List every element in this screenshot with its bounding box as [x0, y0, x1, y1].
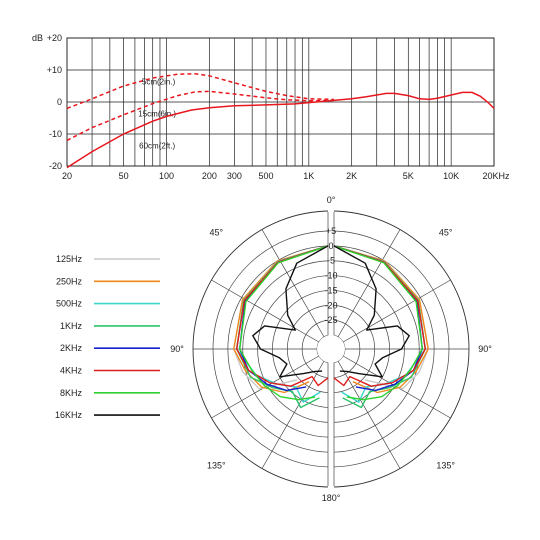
freq-y-tick-label: 0 — [57, 97, 62, 107]
freq-x-tick-label: 1K — [303, 171, 314, 181]
freq-x-tick-label: 20 — [62, 171, 72, 181]
polar-series-curve-left — [252, 245, 329, 378]
freq-grid — [66, 37, 495, 167]
polar-angle-label: 90° — [478, 344, 492, 354]
legend-label: 2KHz — [60, 343, 83, 353]
polar-radial-label: +5 — [326, 226, 336, 236]
freq-y-tick-label: -20 — [49, 161, 62, 171]
freq-series-label: 15cm(6in.) — [138, 109, 176, 118]
polar-spoke — [211, 279, 320, 343]
polar-legend: 125Hz 250Hz 500Hz 1KHz 2KHz 4KHz 8KHz 16KHz — [55, 254, 160, 420]
polar-spoke — [337, 360, 401, 469]
polar-radial-label: 0 — [328, 241, 333, 251]
freq-y-tick-label: +20 — [47, 33, 62, 43]
polar-series-curve-right — [333, 245, 429, 394]
polar-angle-label: 135° — [436, 461, 455, 471]
legend-label: 16KHz — [55, 410, 83, 420]
freq-x-tick-label: 500 — [258, 171, 273, 181]
polar-spoke — [261, 229, 325, 338]
polar-hub — [317, 335, 345, 363]
freq-series-label: 60cm(2ft.) — [139, 141, 175, 150]
polar-angle-label: 0° — [327, 195, 336, 205]
legend-label: 4KHz — [60, 366, 83, 376]
polar-grid — [192, 209, 470, 489]
freq-series-line — [66, 91, 495, 169]
polar-radial-label: -10 — [324, 271, 337, 281]
polar-spoke — [342, 279, 451, 343]
polar-series-curve-right — [333, 245, 426, 387]
freq-series-line — [66, 90, 334, 142]
polar-series-curve-left — [236, 245, 329, 387]
freq-series-line — [66, 73, 334, 110]
freq-x-tick-label: 5K — [403, 171, 414, 181]
freq-y-axis-label: dB — [32, 33, 43, 43]
freq-y-tick-label: -10 — [49, 129, 62, 139]
legend-label: 250Hz — [56, 276, 83, 286]
freq-x-tick-label: 20KHz — [482, 171, 510, 181]
legend-label: 500Hz — [56, 299, 83, 309]
polar-radial-label: -5 — [327, 256, 335, 266]
polar-angle-label: 135° — [207, 461, 226, 471]
polar-radial-label: -25 — [324, 315, 337, 325]
freq-x-tick-label: 10K — [443, 171, 459, 181]
freq-x-tick-label: 2K — [346, 171, 357, 181]
freq-series-label: 5cm(2in.) — [142, 77, 176, 86]
freq-x-tick-label: 100 — [159, 171, 174, 181]
polar-series-curve-left — [233, 245, 329, 394]
polar-series-curve-left — [239, 245, 329, 401]
freq-x-tick-label: 50 — [119, 171, 129, 181]
polar-curves — [233, 245, 429, 409]
freq-x-tick-label: 300 — [227, 171, 242, 181]
polar-angle-label: 90° — [170, 344, 184, 354]
legend-label: 1KHz — [60, 321, 83, 331]
polar-angle-label: 180° — [322, 493, 341, 503]
legend-label: 125Hz — [56, 254, 83, 264]
polar-spoke — [337, 229, 401, 338]
freq-y-tick-label: +10 — [47, 65, 62, 75]
polar-series-curve-right — [333, 245, 423, 401]
polar-angle-label: 45° — [439, 227, 453, 237]
polar-angle-label: 45° — [210, 227, 224, 237]
freq-x-tick-label: 200 — [202, 171, 217, 181]
polar-series-curve-right — [333, 245, 410, 378]
polar-radial-label: -20 — [324, 300, 337, 310]
freq-frame — [66, 37, 495, 167]
polar-radial-label: -15 — [324, 285, 337, 295]
polar-spoke — [261, 360, 325, 469]
legend-label: 8KHz — [60, 388, 83, 398]
